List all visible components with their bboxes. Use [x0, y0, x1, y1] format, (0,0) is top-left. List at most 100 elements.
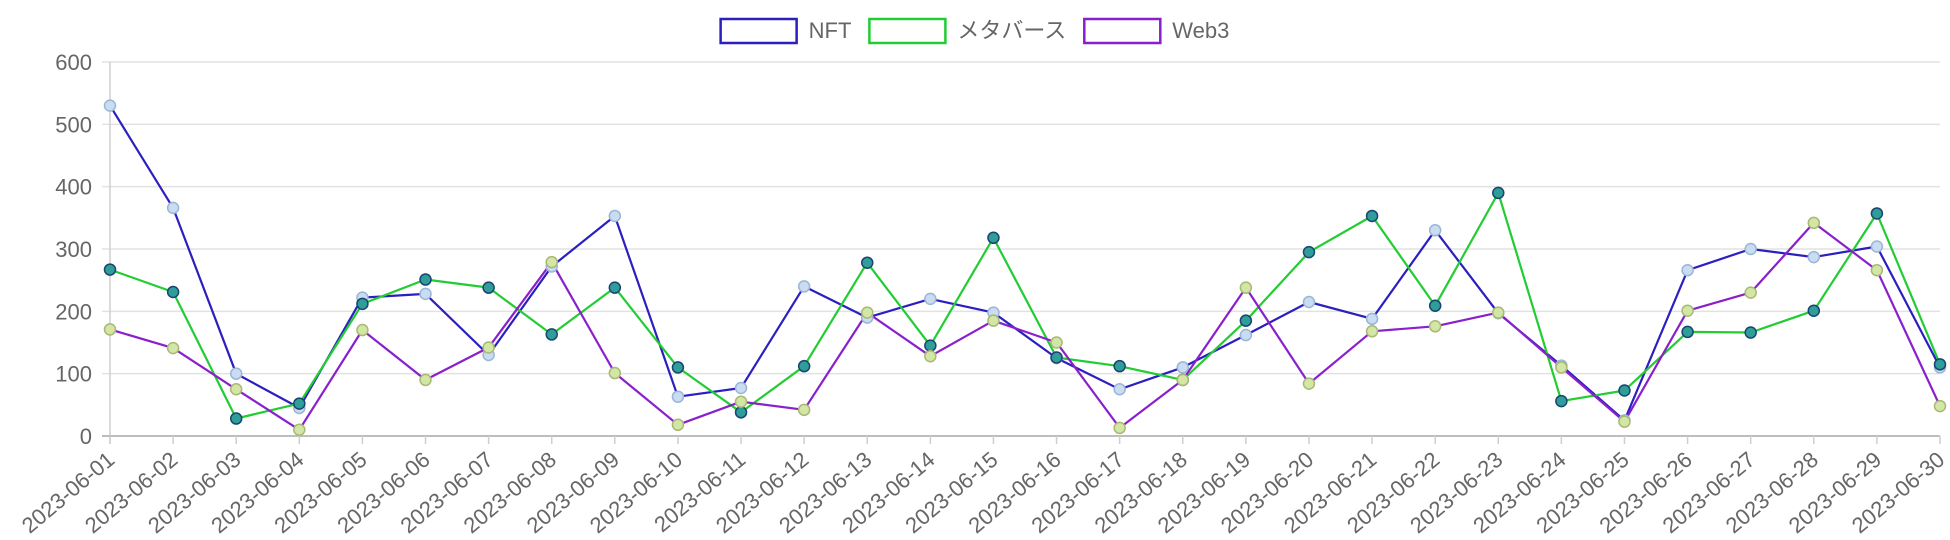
- legend-label: Web3: [1172, 18, 1229, 43]
- data-point: メタバース 2023-06-12: 112: [797, 359, 811, 373]
- data-point: メタバース 2023-06-05: 212: [356, 297, 369, 311]
- data-point: Web3 2023-06-21: 168: [1365, 325, 1379, 338]
- data-point: メタバース 2023-06-06: 251: [419, 273, 432, 286]
- data-point: メタバース 2023-06-23: 390: [1492, 186, 1505, 200]
- data-point: Web3 2023-06-17: 13: [1113, 421, 1126, 435]
- data-point: NFT 2023-06-28: 287: [1807, 250, 1821, 264]
- data-point: Web3 2023-06-27: 230: [1744, 286, 1757, 299]
- data-point: Web3 2023-06-05: 170: [356, 323, 369, 337]
- data-point: Web3 2023-06-28: 342: [1807, 216, 1821, 230]
- legend-label: メタバース: [957, 18, 1066, 43]
- y-tick-label: 500: [55, 112, 92, 137]
- y-gridlines: [102, 61, 1940, 437]
- series-points-2: メタバース 2023-06-01: 267 メタバース 2023-06-02: 2…: [103, 186, 1947, 425]
- data-point: NFT 2023-06-21: 188: [1365, 312, 1379, 326]
- data-point: NFT 2023-06-12: 240: [797, 280, 811, 293]
- data-point: メタバース 2023-06-29: 357: [1870, 207, 1884, 220]
- data-point: Web3 2023-06-25: 23: [1618, 415, 1631, 428]
- legend-swatch: [719, 17, 798, 45]
- data-point: NFT 2023-06-06: 228: [419, 287, 432, 301]
- legend-item-1: NFT: [719, 17, 852, 45]
- data-point: NFT 2023-06-22: 330: [1428, 224, 1442, 237]
- x-axis-tick-labels: 2023-06-012023-06-022023-06-032023-06-04…: [17, 447, 1949, 538]
- series-line-1: [109, 105, 1941, 422]
- data-point: メタバース 2023-06-02: 231: [166, 285, 180, 299]
- data-point: Web3 2023-06-16: 150: [1050, 336, 1063, 349]
- data-point: メタバース 2023-06-24: 56: [1555, 394, 1568, 408]
- data-point: NFT 2023-06-20: 215: [1302, 295, 1316, 309]
- data-point: Web3 2023-06-07: 142: [482, 341, 495, 354]
- data-point: Web3 2023-06-09: 101: [608, 366, 622, 380]
- data-point: メタバース 2023-06-19: 185: [1239, 314, 1253, 327]
- data-point: メタバース 2023-06-13: 278: [860, 256, 874, 269]
- data-point: メタバース 2023-06-09: 238: [608, 281, 622, 294]
- y-tick-label: 300: [55, 237, 92, 262]
- legend-item-2: メタバース: [868, 17, 1066, 45]
- legend-swatch: [868, 17, 947, 45]
- data-point: メタバース 2023-06-08: 163: [545, 328, 558, 341]
- data-point: NFT 2023-06-18: 110: [1176, 361, 1190, 374]
- y-tick-label: 600: [55, 50, 92, 75]
- data-point: NFT 2023-06-29: 304: [1870, 240, 1884, 253]
- data-point: NFT 2023-06-17: 75: [1113, 383, 1126, 396]
- legend-swatch: [1083, 17, 1162, 45]
- data-point: Web3 2023-06-14: 128: [924, 349, 937, 363]
- data-point: NFT 2023-06-11: 77: [734, 381, 748, 395]
- series-line-3: [109, 221, 1941, 431]
- y-axis-tick-labels: 0 100 200 300 400 500 600: [55, 50, 92, 449]
- data-point: Web3 2023-06-30: 48: [1933, 399, 1947, 413]
- data-point: メタバース 2023-06-28: 201: [1807, 304, 1821, 317]
- data-point: NFT 2023-06-14: 220: [924, 292, 937, 306]
- data-point: NFT 2023-06-01: 530: [103, 99, 117, 112]
- data-point: Web3 2023-06-04: 10: [293, 423, 306, 437]
- data-point: NFT 2023-06-27: 300: [1744, 242, 1757, 256]
- data-point: メタバース 2023-06-03: 28: [229, 412, 243, 425]
- y-tick-label: 400: [55, 175, 92, 200]
- data-point: NFT 2023-06-09: 353: [608, 209, 622, 223]
- data-point: Web3 2023-06-13: 198: [860, 306, 874, 319]
- data-point: NFT 2023-06-02: 366: [166, 201, 180, 215]
- y-tick-label: 0: [80, 424, 92, 449]
- data-point: メタバース 2023-06-01: 267: [103, 263, 117, 276]
- data-point: Web3 2023-06-11: 55: [734, 395, 748, 408]
- data-point: メタバース 2023-06-14: 145: [924, 339, 937, 352]
- data-point: メタバース 2023-06-26: 167: [1681, 325, 1694, 339]
- data-point: メタバース 2023-06-22: 209: [1428, 299, 1442, 312]
- data-point: メタバース 2023-06-25: 73: [1618, 384, 1631, 397]
- data-point: NFT 2023-06-03: 100: [229, 367, 243, 380]
- data-point: メタバース 2023-06-16: 126: [1050, 351, 1063, 364]
- data-point: Web3 2023-06-20: 84: [1302, 377, 1316, 390]
- series-line-2: [109, 191, 1942, 420]
- data-point: Web3 2023-06-02: 141: [166, 341, 180, 355]
- data-point: Web3 2023-06-06: 90: [419, 373, 432, 387]
- data-point: メタバース 2023-06-04: 52: [293, 397, 306, 410]
- data-point: Web3 2023-06-23: 198: [1492, 306, 1505, 319]
- data-point: NFT 2023-06-26: 266: [1681, 263, 1694, 277]
- data-point: Web3 2023-06-10: 18: [671, 418, 685, 432]
- data-point: Web3 2023-06-03: 75: [229, 383, 243, 396]
- y-tick-label: 100: [55, 362, 92, 387]
- series-points-1: NFT 2023-06-01: 530 NFT 2023-06-02: 366 NF…: [103, 99, 1947, 427]
- data-point: NFT 2023-06-10: 63: [671, 390, 685, 403]
- data-point: メタバース 2023-06-10: 110: [671, 361, 685, 374]
- data-point: Web3 2023-06-29: 266: [1870, 263, 1884, 277]
- data-point: Web3 2023-06-15: 185: [987, 314, 1000, 327]
- data-point: Web3 2023-06-01: 171: [103, 323, 117, 336]
- data-point: Web3 2023-06-22: 176: [1428, 320, 1442, 333]
- series-points-3: Web3 2023-06-01: 171 Web3 2023-06-02: 141…: [103, 216, 1947, 437]
- data-point: NFT 2023-06-19: 162: [1239, 328, 1253, 342]
- data-point: メタバース 2023-06-27: 166: [1744, 326, 1757, 339]
- data-point: メタバース 2023-06-07: 238: [482, 281, 495, 294]
- data-point: Web3 2023-06-08: 279: [545, 255, 558, 269]
- legend-item-3: Web3: [1083, 17, 1229, 45]
- data-point: メタバース 2023-06-17: 112: [1113, 359, 1126, 373]
- data-point: メタバース 2023-06-11: 38: [734, 406, 748, 419]
- data-point: Web3 2023-06-24: 110: [1555, 361, 1568, 374]
- y-tick-label: 200: [55, 299, 92, 324]
- data-point: Web3 2023-06-12: 42: [797, 403, 811, 417]
- legend-label: NFT: [809, 18, 852, 43]
- data-point: メタバース 2023-06-20: 295: [1302, 245, 1316, 259]
- data-point: Web3 2023-06-26: 201: [1681, 304, 1694, 317]
